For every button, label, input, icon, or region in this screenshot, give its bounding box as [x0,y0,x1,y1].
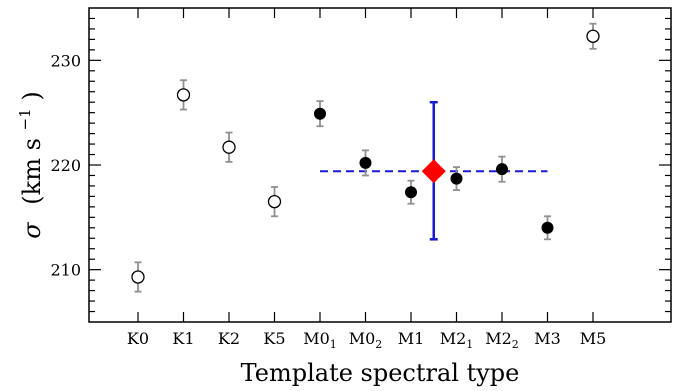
filled-circle-point [541,221,554,234]
y-tick-label: 230 [50,51,81,70]
x-tick-label: M01 [303,329,337,351]
mean-diamond-marker [421,159,446,184]
x-ticks: K0 K1 K2 K5 M01 M02 M1 M21 M22 M3 M5 [127,8,606,351]
mean-group [320,100,548,241]
data-points [131,22,600,293]
x-tick-label: K1 [172,329,194,348]
plot-frame [88,7,672,323]
open-circle-point [586,29,600,43]
open-circle-point [267,194,282,209]
y-axis-title: σ (km s −1 ) [8,91,46,238]
y-axis-units-sup: −1 [16,108,34,130]
x-tick-label: K5 [263,329,285,348]
filled-circle-point [450,172,463,185]
y-axis-units-close: ) [18,91,46,100]
y-tick-label: 210 [50,261,81,280]
open-circle-point [222,140,236,154]
x-tick-label: M02 [349,329,383,351]
filled-circle-point [405,186,417,199]
x-tick-label: K2 [218,329,240,348]
y-tick-label: 220 [50,156,81,175]
y-axis-units-open: (km s [18,138,46,205]
y-axis-symbol: σ [18,222,46,239]
x-tick-label: M22 [485,329,519,351]
x-tick-label: M1 [398,329,425,348]
open-circle-point [131,270,145,284]
x-tick-label: M3 [534,329,561,348]
filled-circle-point [314,107,326,120]
y-ticks: 210 220 230 [50,17,671,313]
x-tick-label: K0 [127,329,149,348]
x-tick-label: M21 [440,329,474,351]
filled-circle-point [359,156,372,169]
axes-frame [88,7,672,323]
x-tick-label: M5 [580,329,607,348]
x-axis-title: Template spectral type [241,359,520,387]
filled-circle-point [496,163,508,176]
open-circle-point [176,88,191,102]
